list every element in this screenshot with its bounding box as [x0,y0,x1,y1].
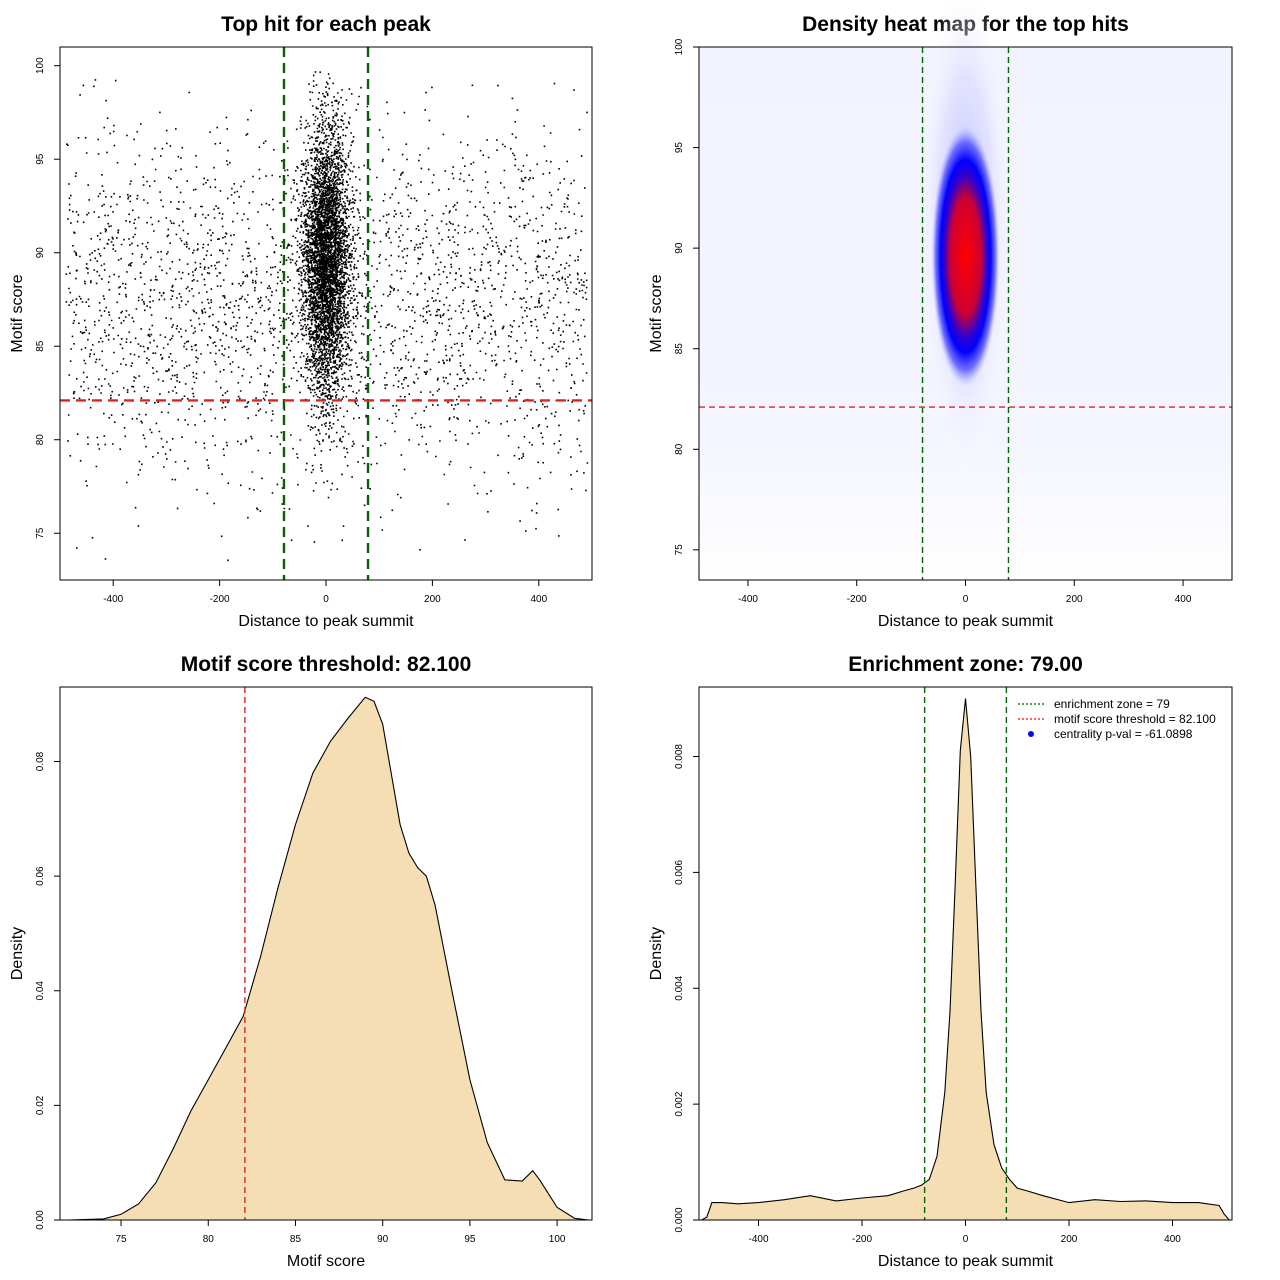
y-tick-label: 0.008 [674,744,685,769]
x-tick-label: -200 [847,594,867,605]
y-tick-label: 0.06 [35,866,46,886]
x-tick-label: 400 [1175,594,1192,605]
heatmap-density-layer [699,0,1232,580]
heatmap-panel: Density heat map for the top hits Distan… [648,0,1233,630]
x-tick-label: -200 [852,1234,872,1245]
legend: enrichment zone = 79 motif score thresho… [1018,697,1216,741]
score-density-ylabel: Density [9,927,26,980]
x-tick-label: 75 [115,1234,127,1245]
density-fill [701,698,1230,1220]
x-tick-label: 400 [1164,1234,1181,1245]
y-tick-label: 0.08 [35,751,46,771]
scatter-points [65,71,589,562]
heatmap-xlabel: Distance to peak summit [878,613,1054,630]
y-tick-label: 80 [674,443,685,455]
y-tick-label: 100 [35,57,46,74]
score-density-xlabel: Motif score [287,1253,365,1270]
heatmap-plot-frame [698,46,1233,581]
density-curve [68,696,589,1221]
legend-marker-centrality [1028,731,1034,737]
x-tick-label: 100 [549,1234,566,1245]
score-density-axes: 75 80 85 90 95 100 0.00 0.02 0.04 0.06 0.08 [35,751,566,1245]
distance-density-axes: -400 -200 0 200 400 0.000 0.002 0.004 0.006 0.008 [674,744,1181,1245]
distance-density-panel: Enrichment zone: 79.00 Distance to peak … [648,653,1233,1270]
y-tick-label: 80 [35,434,46,446]
x-tick-label: 95 [464,1234,476,1245]
heatmap-axes: -400 -200 0 200 400 75 80 85 90 95 100 [674,38,1192,605]
scatter-axes: -400 -200 0 200 400 75 80 85 90 95 100 [35,57,548,605]
y-tick-label: 85 [674,343,685,355]
x-tick-label: 90 [377,1234,389,1245]
x-tick-label: 200 [1066,594,1083,605]
heatmap-density-core [931,126,1000,387]
y-tick-label: 0.04 [35,981,46,1001]
distance-density-title: Enrichment zone: 79.00 [848,653,1083,676]
score-density-area [68,697,589,1220]
x-tick-label: -400 [103,594,123,605]
score-density-title: Motif score threshold: 82.100 [181,653,472,676]
heatmap-reference-lines [699,47,1232,580]
scatter-title: Top hit for each peak [221,13,431,36]
distance-density-plot-frame [698,686,1233,1221]
density-curve [701,698,1230,1221]
y-tick-label: 85 [35,340,46,352]
x-tick-label: 80 [203,1234,215,1245]
y-tick-label: 0.002 [674,1091,685,1116]
distance-density-area [701,698,1230,1220]
legend-label-centrality: centrality p-val = -61.0898 [1054,727,1193,741]
x-tick-label: 0 [963,594,969,605]
y-tick-label: 75 [674,544,685,556]
scatter-panel: Top hit for each peak Distance to peak s… [9,13,593,630]
x-tick-label: -200 [210,594,230,605]
y-tick-label: 90 [35,247,46,259]
x-tick-label: -400 [749,1234,769,1245]
heatmap-ylabel: Motif score [648,274,665,352]
x-tick-label: 200 [424,594,441,605]
scatter-points-path [65,71,589,562]
scatter-ylabel: Motif score [9,274,26,352]
score-density-panel: Motif score threshold: 82.100 Motif scor… [9,653,593,1270]
y-tick-label: 0.004 [674,975,685,1000]
y-tick-label: 95 [35,153,46,165]
distance-density-xlabel: Distance to peak summit [878,1253,1054,1270]
legend-label-motif-threshold: motif score threshold = 82.100 [1054,712,1216,726]
scatter-xlabel: Distance to peak summit [238,613,414,630]
scatter-plot-frame [59,46,593,581]
y-tick-label: 0.02 [35,1095,46,1115]
distance-density-ylabel: Density [648,927,665,980]
x-tick-label: 85 [290,1234,302,1245]
y-tick-label: 0.000 [674,1207,685,1232]
x-tick-label: 400 [530,594,547,605]
y-tick-label: 0.00 [35,1210,46,1230]
y-tick-label: 75 [35,527,46,539]
x-tick-label: 0 [323,594,329,605]
y-tick-label: 100 [674,38,685,55]
x-tick-label: 0 [963,1234,969,1245]
density-fill [68,697,589,1220]
scatter-reference-lines [60,47,592,580]
distance-density-reference-lines [923,687,1008,1220]
y-tick-label: 90 [674,242,685,254]
y-tick-label: 95 [674,142,685,154]
y-tick-label: 0.006 [674,859,685,884]
score-density-plot-frame [59,686,593,1221]
x-tick-label: 200 [1061,1234,1078,1245]
legend-label-enrichment-zone: enrichment zone = 79 [1054,697,1170,711]
x-tick-label: -400 [738,594,758,605]
